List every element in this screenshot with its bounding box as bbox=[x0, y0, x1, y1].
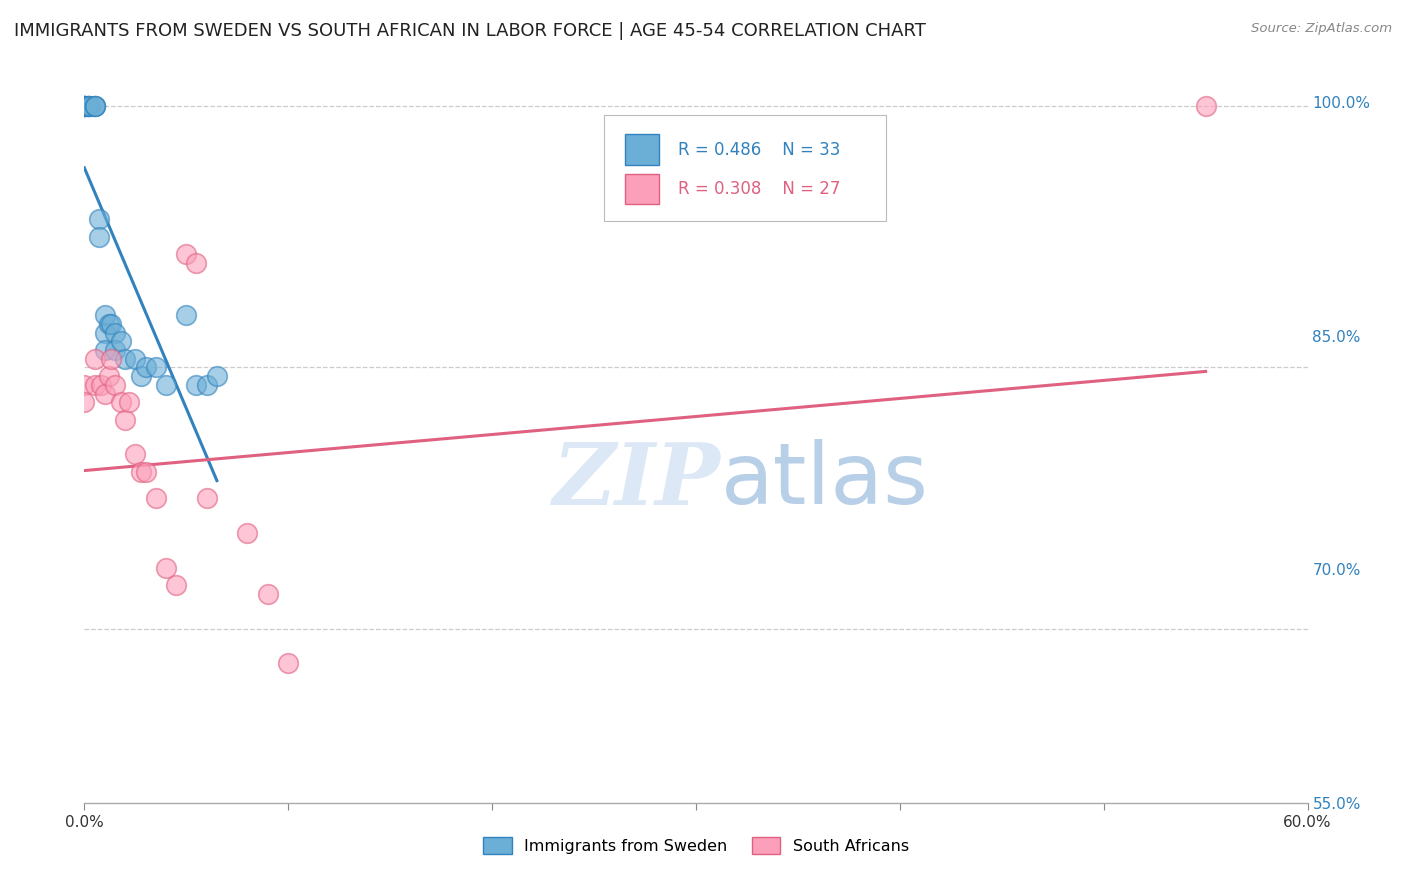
Point bbox=[114, 351, 136, 366]
Point bbox=[93, 308, 115, 322]
Point bbox=[165, 578, 187, 592]
Text: Source: ZipAtlas.com: Source: ZipAtlas.com bbox=[1251, 22, 1392, 36]
Point bbox=[77, 99, 100, 113]
Point bbox=[87, 229, 110, 244]
Point bbox=[174, 308, 197, 322]
Point bbox=[77, 99, 100, 113]
Text: R = 0.486    N = 33: R = 0.486 N = 33 bbox=[678, 141, 839, 159]
Point bbox=[93, 326, 115, 340]
Point bbox=[73, 395, 96, 409]
Point bbox=[110, 334, 132, 349]
Point bbox=[236, 525, 259, 540]
Point bbox=[100, 317, 122, 331]
Text: IMMIGRANTS FROM SWEDEN VS SOUTH AFRICAN IN LABOR FORCE | AGE 45-54 CORRELATION C: IMMIGRANTS FROM SWEDEN VS SOUTH AFRICAN … bbox=[14, 22, 927, 40]
Point bbox=[195, 491, 218, 505]
Point bbox=[93, 386, 115, 401]
Point bbox=[83, 377, 105, 392]
Point bbox=[83, 99, 105, 113]
Point bbox=[195, 377, 218, 392]
FancyBboxPatch shape bbox=[626, 174, 659, 204]
Point bbox=[97, 369, 120, 384]
Point bbox=[318, 883, 340, 892]
Point bbox=[87, 212, 110, 227]
Point bbox=[97, 317, 120, 331]
Point bbox=[93, 343, 115, 357]
Point bbox=[73, 99, 96, 113]
Point bbox=[174, 247, 197, 261]
Point bbox=[104, 326, 127, 340]
Point bbox=[104, 343, 127, 357]
FancyBboxPatch shape bbox=[626, 135, 659, 165]
Point bbox=[186, 377, 208, 392]
Point bbox=[104, 377, 127, 392]
FancyBboxPatch shape bbox=[605, 115, 886, 221]
Point bbox=[79, 99, 101, 113]
Point bbox=[131, 369, 153, 384]
Point bbox=[73, 99, 96, 113]
Point bbox=[155, 560, 177, 574]
Point bbox=[83, 351, 105, 366]
Text: atlas: atlas bbox=[720, 440, 928, 523]
Point bbox=[124, 351, 146, 366]
Point bbox=[73, 99, 96, 113]
Point bbox=[277, 657, 299, 671]
Legend: Immigrants from Sweden, South Africans: Immigrants from Sweden, South Africans bbox=[477, 830, 915, 861]
Point bbox=[110, 395, 132, 409]
Text: R = 0.308    N = 27: R = 0.308 N = 27 bbox=[678, 180, 839, 198]
Point bbox=[131, 465, 153, 479]
Point bbox=[135, 465, 157, 479]
Point bbox=[135, 360, 157, 375]
Point bbox=[118, 395, 141, 409]
Point bbox=[205, 369, 228, 384]
Point bbox=[77, 99, 100, 113]
Point bbox=[145, 360, 167, 375]
Point bbox=[73, 377, 96, 392]
Point bbox=[83, 99, 105, 113]
Point bbox=[83, 99, 105, 113]
Point bbox=[90, 377, 112, 392]
Point bbox=[1195, 99, 1218, 113]
Point bbox=[257, 587, 280, 601]
Point bbox=[73, 99, 96, 113]
Point bbox=[186, 256, 208, 270]
Point bbox=[155, 377, 177, 392]
Text: ZIP: ZIP bbox=[553, 439, 720, 523]
Point bbox=[73, 99, 96, 113]
Point bbox=[100, 351, 122, 366]
Point bbox=[114, 412, 136, 426]
Point bbox=[145, 491, 167, 505]
Point bbox=[124, 448, 146, 462]
Point bbox=[73, 99, 96, 113]
